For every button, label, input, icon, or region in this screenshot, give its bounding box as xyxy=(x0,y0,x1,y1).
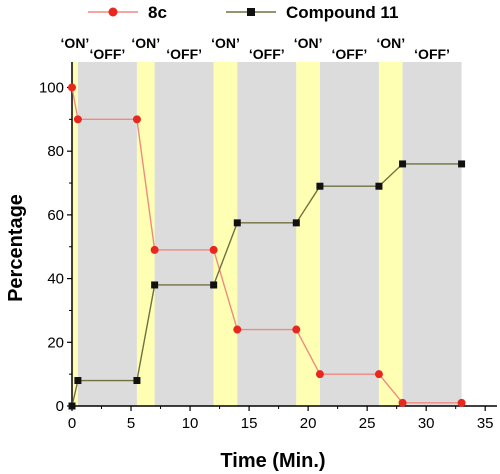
phase-label-3: ‘OFF’ xyxy=(166,46,202,62)
data-point xyxy=(457,398,466,407)
data-point xyxy=(73,115,82,124)
data-point xyxy=(315,370,324,379)
phase-band-9 xyxy=(402,62,462,406)
series-1 xyxy=(68,160,466,410)
y-tick-label: 60 xyxy=(47,207,64,224)
phase-band-8 xyxy=(378,62,403,406)
phase-label-0: ‘ON’ xyxy=(61,35,90,51)
x-tick-label: 10 xyxy=(182,415,199,432)
legend-label-0: 8c xyxy=(148,3,167,22)
x-tick-label: 35 xyxy=(477,415,494,432)
phase-band-1 xyxy=(77,62,137,406)
phase-label-7: ‘OFF’ xyxy=(332,46,368,62)
y-tick-label: 80 xyxy=(47,143,64,160)
data-point xyxy=(374,370,383,379)
phase-bands xyxy=(72,62,462,406)
y-tick-label: 100 xyxy=(39,79,64,96)
phase-label-5: ‘OFF’ xyxy=(249,46,285,62)
y-tick-label: 20 xyxy=(47,334,64,351)
data-point xyxy=(210,281,218,289)
data-point xyxy=(132,115,141,124)
phase-label-6: ‘ON’ xyxy=(294,35,323,51)
data-point xyxy=(133,377,141,385)
data-point xyxy=(458,160,466,168)
data-point xyxy=(233,325,242,334)
data-point xyxy=(233,219,241,227)
phase-band-3 xyxy=(154,62,214,406)
phase-band-7 xyxy=(319,62,379,406)
y-tick-label: 0 xyxy=(56,398,64,415)
phase-label-4: ‘ON’ xyxy=(211,35,240,51)
x-tick-label: 5 xyxy=(127,415,135,432)
data-point xyxy=(74,377,82,385)
data-point xyxy=(209,245,218,254)
data-point xyxy=(68,83,76,92)
legend: 8c Compound 11 xyxy=(88,3,398,22)
phase-label-9: ‘OFF’ xyxy=(414,46,450,62)
data-point xyxy=(375,182,383,190)
ticks: 0 5 10 15 20 25 30 35 0 20 40 60 80 100 xyxy=(39,79,494,432)
phase-band-0 xyxy=(72,62,78,406)
x-tick-label: 20 xyxy=(300,415,317,432)
phase-band-5 xyxy=(237,62,297,406)
phase-label-2: ‘ON’ xyxy=(131,35,160,51)
data-point xyxy=(316,182,324,190)
legend-marker-0 xyxy=(108,7,118,17)
data-point xyxy=(150,245,159,254)
series-layer xyxy=(68,83,466,410)
y-tick-label: 40 xyxy=(47,271,64,288)
y-axis-title: Percentage xyxy=(5,194,27,302)
phase-label-1: ‘OFF’ xyxy=(90,46,126,62)
data-point xyxy=(68,402,76,410)
phase-band-6 xyxy=(296,62,320,406)
legend-marker-1 xyxy=(247,8,255,16)
data-point xyxy=(398,398,407,407)
x-tick-label: 30 xyxy=(418,415,435,432)
phase-labels: ‘ON’‘OFF’‘ON’‘OFF’‘ON’‘OFF’‘ON’‘OFF’‘ON’… xyxy=(61,35,450,62)
series-0 xyxy=(68,83,466,407)
phase-band-4 xyxy=(213,62,238,406)
data-point xyxy=(399,160,407,168)
data-point xyxy=(151,281,159,289)
legend-label-1: Compound 11 xyxy=(286,3,398,22)
data-point xyxy=(292,325,301,334)
x-axis-title: Time (Min.) xyxy=(220,450,325,472)
data-point xyxy=(292,219,300,227)
x-tick-label: 25 xyxy=(359,415,376,432)
x-tick-label: 15 xyxy=(241,415,258,432)
x-tick-label: 0 xyxy=(68,415,76,432)
phase-label-8: ‘ON’ xyxy=(376,35,405,51)
